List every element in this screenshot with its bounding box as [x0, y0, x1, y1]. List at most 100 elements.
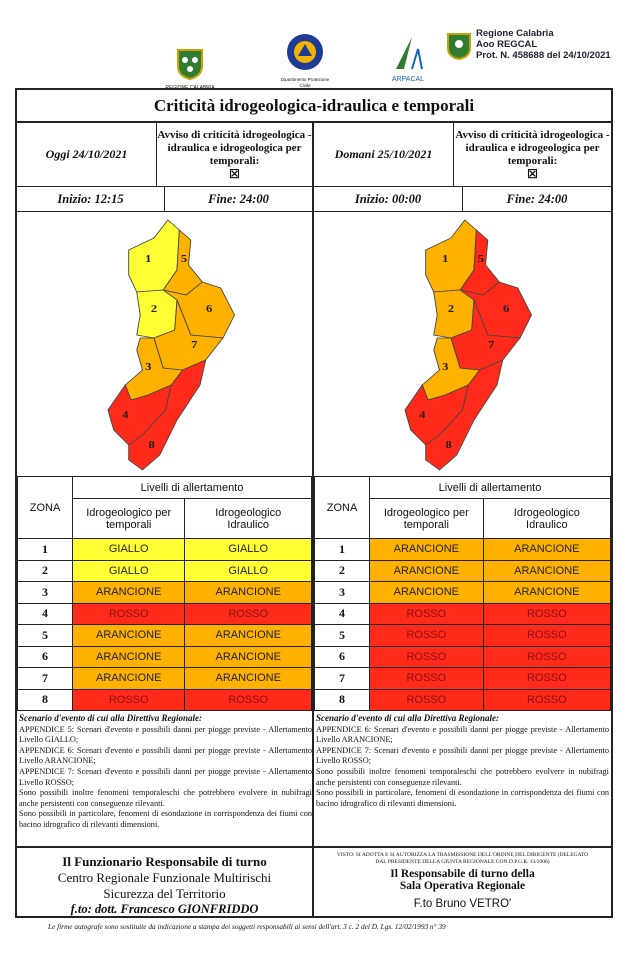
sig-line: Il Responsabile di turno della — [390, 868, 535, 880]
scenario-title: Scenario d'evento di cui alla Direttiva … — [19, 713, 202, 723]
zone-cell: 5 — [314, 624, 370, 647]
table-row: 3 ARANCIONE ARANCIONE — [314, 581, 612, 604]
map-zone-label: 7 — [488, 338, 494, 351]
sig-line: Il Funzionario Responsabile di turno — [62, 854, 267, 869]
sig-line: Centro Regionale Funzionale Multirischi — [57, 870, 272, 885]
scenario-line: APPENDICE 7: Scenari d'evento e possibil… — [316, 745, 609, 766]
table-header-row: ZONA Livelli di allertamento — [17, 476, 312, 539]
logo-text: ARPACAL — [391, 76, 425, 83]
zone-cell: 8 — [314, 688, 370, 711]
level-cell: ROSSO — [369, 688, 484, 711]
col-header: Idrogeologico Idraulico — [482, 498, 612, 539]
panel: Oggi 24/10/2021 Avviso di criticità idrog… — [17, 123, 314, 916]
map-zone-label: 1 — [442, 252, 448, 265]
level-cell: GIALLO — [71, 538, 186, 561]
logo-icon — [447, 33, 471, 60]
table-row: 5 ARANCIONE ARANCIONE — [17, 624, 312, 647]
levels-header: Livelli di allertamento — [72, 476, 312, 499]
map-zone — [128, 359, 207, 471]
level-cell: ROSSO — [369, 624, 484, 647]
map-zone-label: 8 — [446, 438, 452, 451]
level-cell: GIALLO — [184, 538, 312, 561]
map-group: 1 2 3 4 5 6 7 8 — [107, 219, 236, 471]
alert-table: ZONA Livelli di allertamento Idrogeologico… — [17, 476, 312, 711]
panel-header: Oggi 24/10/2021 Avviso di criticità idrog… — [17, 123, 312, 187]
map: 1 2 3 4 5 6 7 8 — [107, 219, 236, 471]
zone-cell: 5 — [17, 624, 73, 647]
level-cell: ROSSO — [482, 667, 612, 690]
logo-icon — [177, 49, 203, 81]
avviso: Avviso di criticità idrogeologica - idra… — [455, 129, 610, 167]
scenario: Scenario d'evento di cui alla Direttiva … — [19, 713, 312, 831]
signature: VISTO: SI ADOTTA E SI AUTORIZZA LA TRASM… — [314, 846, 611, 916]
level-cell: ARANCIONE — [71, 581, 186, 604]
map-zone-label: 5 — [478, 252, 484, 265]
aoo: Aoo REGCAL — [476, 39, 538, 50]
level-cell: ROSSO — [184, 602, 312, 625]
avviso-box: Avviso di criticità idrogeologica - idra… — [157, 123, 312, 186]
zone-cell: 1 — [314, 538, 370, 561]
sig-line: Sicurezza del Territorio — [103, 886, 226, 901]
scenario-line: APPENDICE 6: Scenari d'evento e possibil… — [19, 745, 312, 766]
level-cell: ROSSO — [482, 624, 612, 647]
checkbox: ☒ — [527, 167, 538, 181]
level-cell: ARANCIONE — [482, 581, 612, 604]
map-zone — [425, 359, 504, 471]
zone-cell: 4 — [314, 602, 370, 625]
scenario: Scenario d'evento di cui alla Direttiva … — [316, 713, 609, 809]
col-header: Idrogeologico per temporali — [369, 498, 484, 539]
visto: VISTO: SI ADOTTA E SI AUTORIZZA LA TRASM… — [336, 852, 589, 865]
bulletin: Criticità idrogeologica-idraulica e temp… — [15, 88, 613, 918]
scenario-line: Sono possibili in particolare, fenomeni … — [19, 809, 312, 829]
map-zone-label: 1 — [145, 252, 151, 265]
level-cell: ROSSO — [482, 602, 612, 625]
map-zone-label: 4 — [122, 408, 128, 421]
avviso: Avviso di criticità idrogeologica - idra… — [157, 129, 312, 167]
table-row: 3 ARANCIONE ARANCIONE — [17, 581, 312, 604]
table-row: 7 ARANCIONE ARANCIONE — [17, 667, 312, 690]
start: Inizio: 00:00 — [314, 187, 463, 211]
sig-line: f.to: dott. Francesco GIONFRIDDO — [70, 902, 259, 916]
map-zone-label: 3 — [442, 360, 448, 373]
level-cell: ROSSO — [482, 645, 612, 668]
map-zone — [153, 299, 224, 371]
level-cell: ARANCIONE — [482, 559, 612, 582]
level-cell: ARANCIONE — [369, 581, 484, 604]
zone-cell: 3 — [314, 581, 370, 604]
time-row: Inizio: 00:00 Fine: 24:00 — [314, 187, 611, 212]
level-cell: ARANCIONE — [482, 538, 612, 561]
level-cell: ARANCIONE — [184, 581, 312, 604]
table-subheader-row: Idrogeologico per temporali Idrogeologico… — [18, 498, 312, 539]
table-row: 8 ROSSO ROSSO — [314, 688, 612, 711]
scenario-line: APPENDICE 7: Scenari d'evento e possibil… — [19, 766, 312, 787]
note: Le firme autografe sono sostituite da in… — [48, 922, 446, 931]
table-row: 2 ARANCIONE ARANCIONE — [314, 559, 612, 582]
table-row: 4 ROSSO ROSSO — [17, 602, 312, 625]
level-cell: ARANCIONE — [369, 559, 484, 582]
map-group: 1 2 3 4 5 6 7 8 — [404, 219, 533, 471]
zona-header: ZONA — [314, 476, 370, 539]
scenario-line: Sono possibili in particolare, fenomeni … — [316, 788, 609, 808]
table-row: 2 GIALLO GIALLO — [17, 559, 312, 582]
table-row: 6 ROSSO ROSSO — [314, 645, 612, 668]
level-cell: ARANCIONE — [184, 667, 312, 690]
map-zone-label: 3 — [145, 360, 151, 373]
map-zone-label: 7 — [191, 338, 197, 351]
map-zone-label: 5 — [181, 252, 187, 265]
sig-line: Sala Operativa Regionale — [399, 880, 526, 892]
panel: Domani 25/10/2021 Avviso di criticità idr… — [314, 123, 612, 916]
zone-cell: 3 — [17, 581, 73, 604]
logo-protezione: Dipartimento Protezione Civile — [275, 32, 335, 89]
panel-header: Domani 25/10/2021 Avviso di criticità idr… — [314, 123, 611, 187]
level-cell: ROSSO — [369, 667, 484, 690]
level-cell: ROSSO — [369, 645, 484, 668]
zone-cell: 6 — [314, 645, 370, 668]
alert-table: ZONA Livelli di allertamento Idrogeologico… — [314, 476, 612, 711]
map: 1 2 3 4 5 6 7 8 — [404, 219, 533, 471]
zone-cell: 8 — [17, 688, 73, 711]
level-cell: GIALLO — [184, 559, 312, 582]
scenario-line: APPENDICE 5: Scenari d'evento e possibil… — [19, 724, 312, 745]
end: Fine: 24:00 — [208, 191, 269, 206]
level-cell: ARANCIONE — [184, 645, 312, 668]
level-cell: ROSSO — [71, 602, 186, 625]
